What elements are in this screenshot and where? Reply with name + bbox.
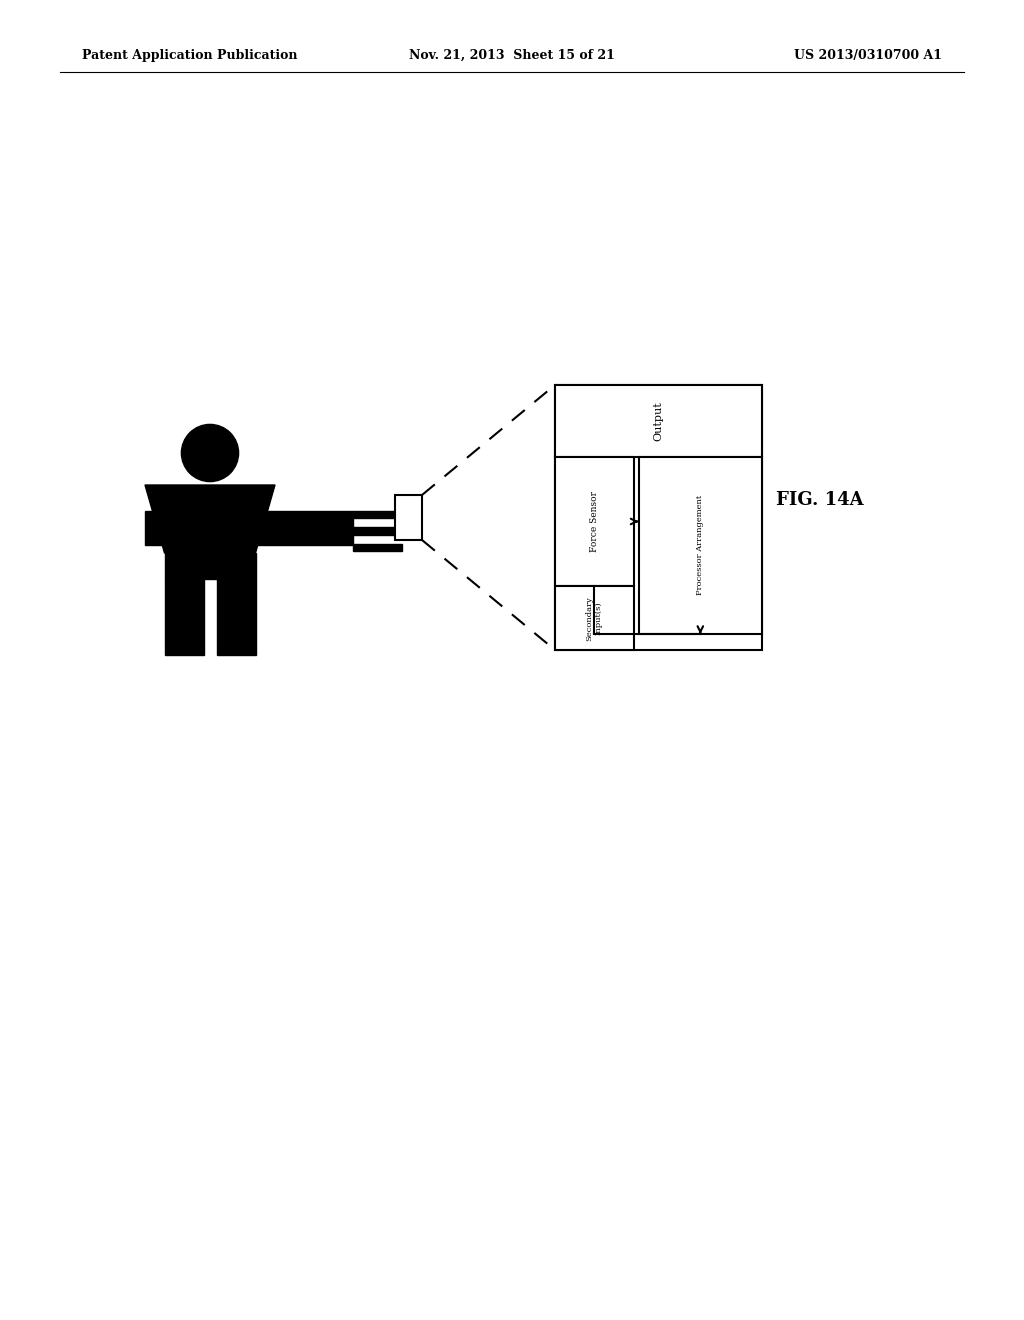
Polygon shape xyxy=(216,578,256,655)
Bar xyxy=(555,457,634,586)
Bar xyxy=(555,385,762,649)
Text: Nov. 21, 2013  Sheet 15 of 21: Nov. 21, 2013 Sheet 15 of 21 xyxy=(409,49,615,62)
Text: Output: Output xyxy=(653,401,664,441)
Bar xyxy=(395,495,422,540)
Polygon shape xyxy=(145,484,275,553)
Text: Secondary
Input(s): Secondary Input(s) xyxy=(586,595,603,640)
Text: Force Sensor: Force Sensor xyxy=(590,491,599,552)
Polygon shape xyxy=(165,553,256,578)
Circle shape xyxy=(181,425,239,482)
Bar xyxy=(555,385,762,457)
Polygon shape xyxy=(353,544,402,552)
Bar xyxy=(639,457,762,634)
Bar xyxy=(555,586,634,649)
Polygon shape xyxy=(165,578,204,655)
Polygon shape xyxy=(145,511,353,544)
Text: Processor Arrangement: Processor Arrangement xyxy=(696,495,705,595)
Text: FIG. 14A: FIG. 14A xyxy=(776,491,864,510)
Polygon shape xyxy=(353,511,402,517)
Text: US 2013/0310700 A1: US 2013/0310700 A1 xyxy=(794,49,942,62)
Text: Patent Application Publication: Patent Application Publication xyxy=(82,49,298,62)
Polygon shape xyxy=(353,528,402,535)
